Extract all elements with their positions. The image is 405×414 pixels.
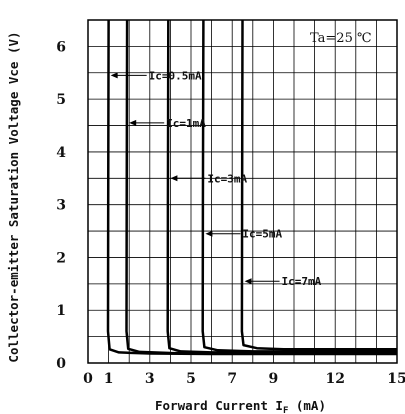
annotation-label: Ic=1mA [166, 117, 206, 130]
plot-frame [87, 19, 398, 364]
x-axis-label-unit: (mA) [288, 398, 326, 413]
condition-label: Ta=25 ℃ [310, 31, 372, 46]
annotation-arrowhead [170, 175, 178, 182]
annotation-arrowhead [244, 278, 252, 285]
annotation-arrowhead [110, 72, 118, 79]
x-axis-label-subscript: F [283, 406, 288, 414]
x-axis-label: Forward Current IF (mA) [155, 398, 326, 414]
x-tick-labels: 0 1 3 5 7 9 12 15 [83, 371, 405, 387]
y-axis-label: Collector-emitter Saturation Voltage Vce… [6, 31, 21, 362]
y-tick-label: 4 [56, 145, 66, 161]
series-line [201, 19, 397, 353]
annotation-arrowhead [205, 230, 213, 237]
annotation-label: Ic=3mA [207, 172, 247, 185]
annotation-arrowhead [129, 119, 137, 126]
y-tick-label: 0 [56, 356, 66, 372]
y-tick-label: 5 [56, 92, 66, 108]
x-tick-label: 9 [269, 371, 279, 387]
y-tick-labels: 0 1 2 3 4 5 6 [56, 39, 66, 372]
annotation-label: Ic=5mA [242, 228, 282, 241]
x-tick-label: 15 [387, 371, 405, 387]
y-tick-label: 2 [56, 250, 66, 266]
x-tick-label: 7 [227, 371, 237, 387]
y-tick-label: 6 [56, 39, 66, 55]
annotation-label: Ic=7mA [282, 275, 322, 288]
annotation-label: Ic=0.5mA [149, 69, 202, 82]
x-tick-label: 0 [83, 371, 93, 387]
series-line [240, 19, 397, 351]
annotations: Ic=0.5mA Ic=1mA Ic=3mA Ic=5mA Ic=7mA [110, 69, 322, 288]
y-tick-label: 3 [56, 198, 66, 214]
x-tick-label: 1 [104, 371, 114, 387]
y-tick-label: 1 [56, 303, 66, 319]
x-tick-label: 3 [145, 371, 155, 387]
x-tick-label: 5 [186, 371, 196, 387]
x-tick-label: 12 [325, 371, 344, 387]
series-lines [106, 19, 397, 356]
